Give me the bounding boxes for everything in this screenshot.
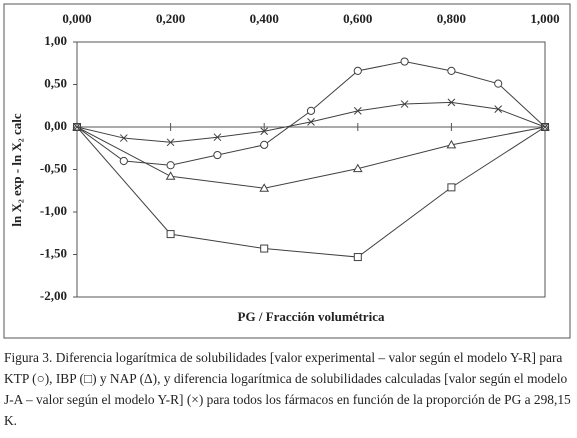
y-tick-label: 0,00 [44, 118, 67, 133]
y-tick-label: -2,00 [40, 288, 67, 303]
x-tick-label: 0,000 [62, 11, 91, 26]
marker [447, 98, 456, 107]
marker [400, 57, 409, 66]
marker [165, 171, 176, 180]
x-tick-label: 0,600 [343, 11, 372, 26]
marker [306, 106, 316, 115]
marker [260, 140, 269, 149]
series-line [76, 126, 546, 258]
marker [166, 138, 175, 147]
marker [307, 118, 315, 126]
marker [541, 123, 549, 131]
chart: PG / Fracción volumétrica ln X₂ exp - ln… [3, 3, 571, 339]
chart-border [3, 3, 571, 339]
plot-frame [76, 41, 546, 298]
y-axis-label: ln X₂ exp - ln X₂ calc [9, 113, 24, 226]
marker [353, 66, 362, 76]
marker [494, 105, 503, 114]
marker [119, 134, 128, 142]
marker [447, 66, 456, 76]
marker [259, 183, 270, 192]
marker [353, 253, 362, 262]
marker [73, 123, 81, 131]
marker [400, 100, 409, 108]
series-line [76, 126, 546, 189]
y-tick-label: 0,50 [44, 75, 67, 90]
x-axis-label: PG / Fracción volumétrica [238, 309, 385, 324]
y-tick-label: -1,50 [40, 245, 67, 260]
marker [119, 156, 128, 166]
marker [260, 127, 269, 136]
x-tick-label: 0,800 [437, 11, 466, 26]
marker [213, 150, 222, 160]
marker [447, 183, 456, 192]
marker [352, 163, 363, 173]
y-tick-label: -1,00 [40, 203, 67, 218]
marker [446, 139, 457, 149]
y-tick-label: -0,50 [40, 160, 67, 175]
y-tick-label: 1,00 [44, 33, 67, 48]
marker [166, 230, 175, 239]
marker [213, 133, 222, 142]
marker [494, 79, 503, 88]
marker [260, 244, 269, 253]
x-tick-label: 0,400 [250, 11, 279, 26]
caption: Figura 3. Diferencia logarítmica de solu… [4, 350, 571, 428]
x-tick-label: 0,200 [156, 11, 185, 26]
x-tick-label: 1,000 [530, 11, 559, 26]
marker [353, 106, 362, 115]
marker [166, 161, 175, 170]
